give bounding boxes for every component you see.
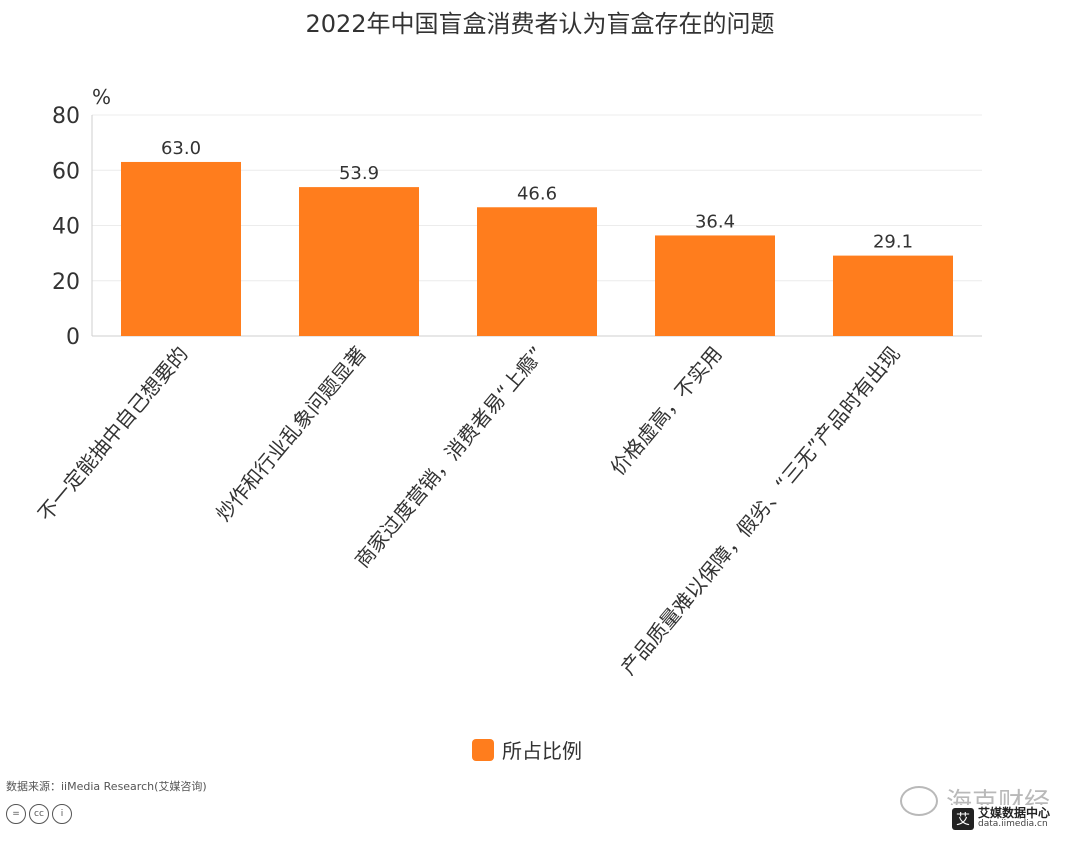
y-tick-label: 0 — [66, 325, 80, 350]
data-labels: 63.0 53.9 46.6 36.4 29.1 — [161, 138, 913, 253]
y-tick-labels: 0 20 40 60 80 — [52, 104, 80, 350]
y-tick-label: 80 — [52, 104, 80, 129]
x-tick-label: 商家过度营销，消费者易“上瘾” — [350, 342, 549, 572]
bar[interactable] — [477, 207, 597, 336]
bars — [121, 161, 953, 336]
bar[interactable] — [833, 255, 953, 336]
brand-logo: 艾 — [952, 807, 974, 830]
data-label: 53.9 — [339, 163, 379, 184]
legend-swatch — [472, 738, 494, 761]
brand-badge: 艾 艾媒数据中心 data.iimedia.cn — [948, 805, 1055, 833]
brand-name: 艾媒数据中心 — [978, 806, 1051, 820]
bar[interactable] — [655, 235, 775, 336]
x-tick-label: 产品质量难以保障，假劣、“三无”产品时有出现 — [616, 342, 905, 680]
data-label: 63.0 — [161, 138, 201, 159]
y-tick-label: 20 — [52, 270, 80, 295]
y-axis-label: % — [92, 85, 111, 109]
legend-label: 所占比例 — [502, 739, 582, 763]
attribution-icon: i — [52, 804, 72, 824]
data-label: 46.6 — [517, 183, 557, 204]
wechat-icon — [900, 785, 938, 816]
cc-icon: cc — [29, 804, 49, 824]
license-icons: = cc i — [6, 804, 72, 824]
x-tick-label: 炒作和行业乱象问题显著 — [211, 342, 371, 526]
data-source: 数据来源：iiMedia Research(艾媒咨询) — [6, 780, 207, 793]
x-tick-label: 价格虚高，不实用 — [606, 342, 727, 480]
bar[interactable] — [121, 161, 241, 336]
data-label: 36.4 — [695, 211, 735, 232]
y-tick-label: 40 — [52, 215, 80, 240]
x-tick-label: 不一定能抽中自己想要的 — [33, 342, 193, 526]
legend[interactable]: 所占比例 — [472, 735, 582, 764]
equal-icon: = — [6, 804, 26, 824]
data-label: 29.1 — [873, 232, 913, 253]
brand-url: data.iimedia.cn — [978, 819, 1048, 830]
chart-title: 2022年中国盲盒消费者认为盲盒存在的问题 — [305, 10, 775, 38]
bar[interactable] — [299, 187, 419, 336]
y-tick-label: 60 — [52, 159, 80, 184]
